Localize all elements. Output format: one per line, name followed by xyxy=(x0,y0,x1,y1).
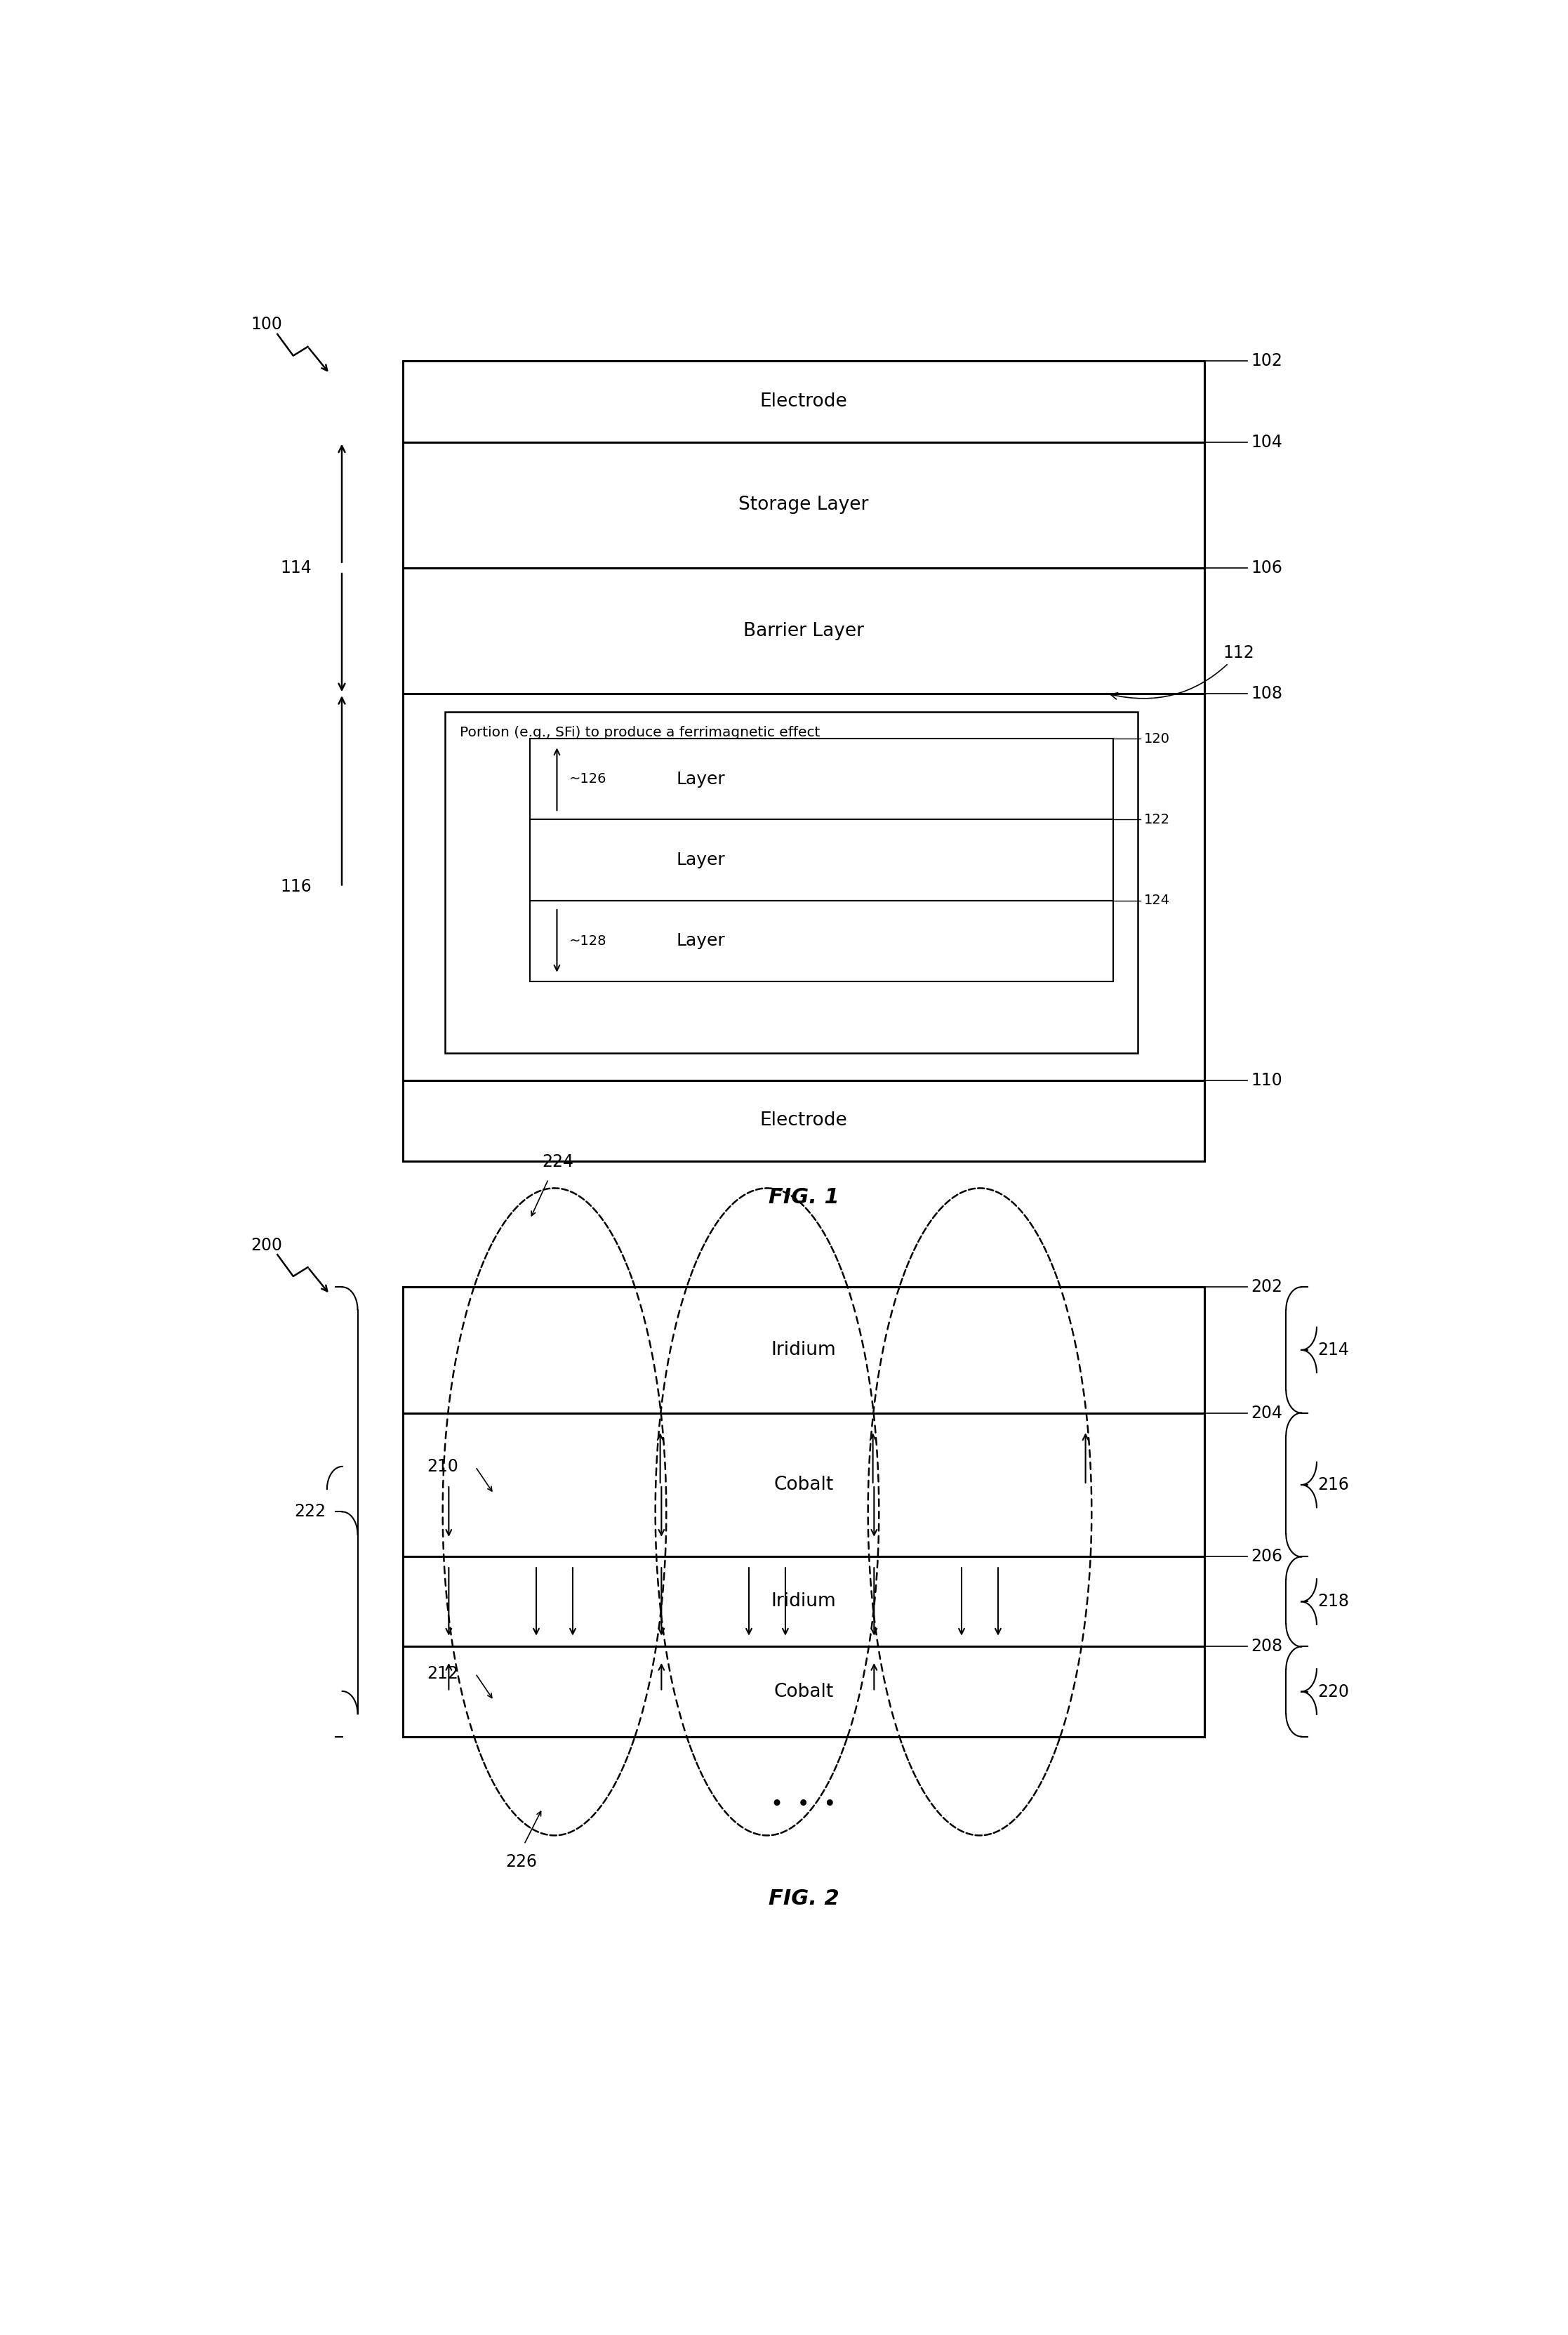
Bar xyxy=(530,820,1113,901)
Text: 108: 108 xyxy=(1251,684,1283,703)
Text: 212: 212 xyxy=(426,1665,458,1681)
Text: 216: 216 xyxy=(1317,1476,1348,1494)
Text: Electrode: Electrode xyxy=(760,1111,847,1130)
Text: 206: 206 xyxy=(1251,1548,1283,1564)
Text: 110: 110 xyxy=(1251,1072,1283,1088)
Text: Layer: Layer xyxy=(676,771,724,787)
Text: FIG. 1: FIG. 1 xyxy=(768,1186,839,1207)
Bar xyxy=(403,1287,1204,1413)
Text: 114: 114 xyxy=(281,560,312,577)
Text: 202: 202 xyxy=(1251,1280,1283,1296)
Bar xyxy=(403,693,1204,1081)
Text: 214: 214 xyxy=(1317,1343,1348,1359)
Bar xyxy=(445,712,1138,1053)
Text: 112: 112 xyxy=(1110,644,1254,698)
Text: Layer: Layer xyxy=(676,852,724,869)
Text: 226: 226 xyxy=(506,1854,538,1870)
Bar xyxy=(530,738,1113,820)
Text: 218: 218 xyxy=(1317,1592,1348,1611)
Text: ~128: ~128 xyxy=(569,934,607,948)
Text: 116: 116 xyxy=(281,878,312,894)
Text: 104: 104 xyxy=(1251,434,1283,451)
Text: Layer: Layer xyxy=(676,932,724,950)
Bar xyxy=(403,1413,1204,1557)
Text: 124: 124 xyxy=(1145,894,1170,908)
Bar xyxy=(403,441,1204,567)
Bar xyxy=(403,1557,1204,1646)
Text: ~126: ~126 xyxy=(569,773,607,787)
Text: Cobalt: Cobalt xyxy=(773,1476,834,1494)
Bar xyxy=(403,362,1204,441)
Text: 106: 106 xyxy=(1251,560,1283,577)
Text: Iridium: Iridium xyxy=(771,1592,836,1611)
Text: 122: 122 xyxy=(1145,813,1170,827)
Text: Reference Layer: Reference Layer xyxy=(728,715,880,733)
Text: 210: 210 xyxy=(426,1459,458,1476)
Bar xyxy=(403,567,1204,693)
Text: Barrier Layer: Barrier Layer xyxy=(743,621,864,640)
Text: Cobalt: Cobalt xyxy=(773,1684,834,1700)
Text: •  •  •: • • • xyxy=(771,1796,836,1814)
Bar xyxy=(403,1081,1204,1160)
Text: Electrode: Electrode xyxy=(760,392,847,411)
Text: 102: 102 xyxy=(1251,353,1283,369)
Text: 204: 204 xyxy=(1251,1403,1283,1422)
Bar xyxy=(530,901,1113,981)
Text: 100: 100 xyxy=(251,315,282,334)
Text: Iridium: Iridium xyxy=(771,1340,836,1359)
Text: 222: 222 xyxy=(295,1504,326,1520)
Text: 224: 224 xyxy=(543,1153,574,1170)
Text: Storage Layer: Storage Layer xyxy=(739,495,869,514)
Bar xyxy=(403,1646,1204,1737)
Text: Portion (e.g., SFi) to produce a ferrimagnetic effect: Portion (e.g., SFi) to produce a ferrima… xyxy=(459,726,820,740)
Text: FIG. 2: FIG. 2 xyxy=(768,1889,839,1908)
Text: 220: 220 xyxy=(1317,1684,1348,1700)
Text: 208: 208 xyxy=(1251,1639,1283,1656)
Text: 200: 200 xyxy=(251,1238,282,1254)
Text: 120: 120 xyxy=(1145,731,1170,745)
